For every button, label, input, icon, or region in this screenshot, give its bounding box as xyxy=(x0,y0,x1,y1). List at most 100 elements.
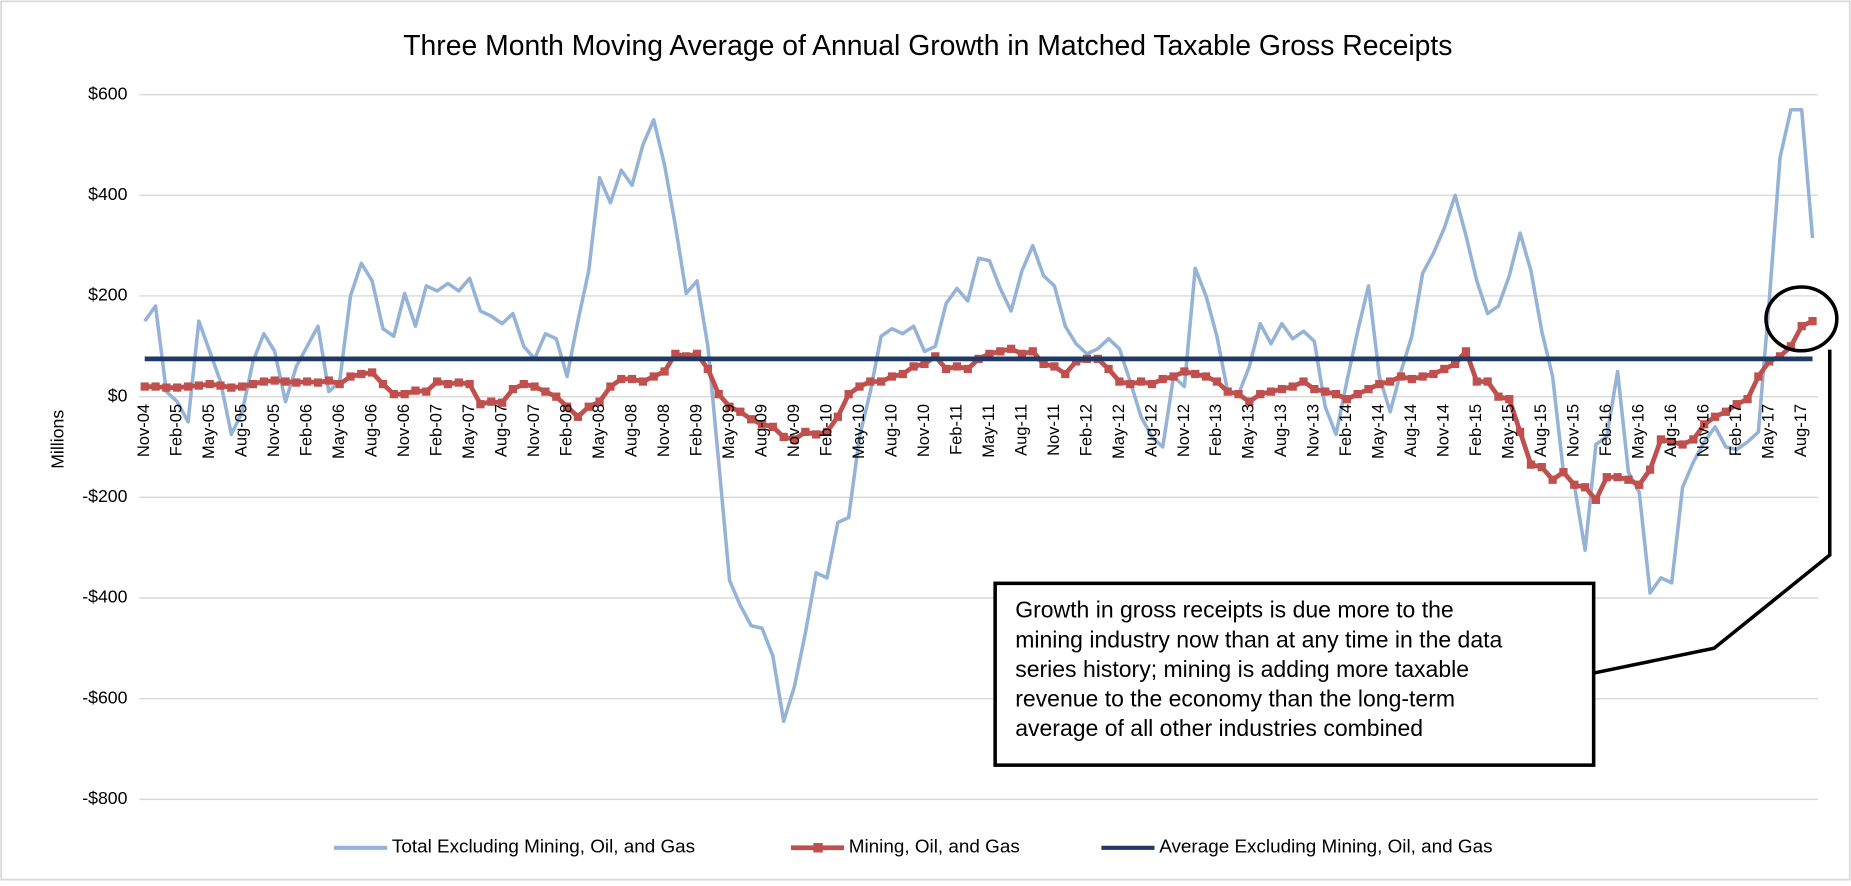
data-point xyxy=(378,379,388,389)
data-point xyxy=(1537,462,1546,472)
data-point xyxy=(259,377,268,386)
y-tick-label: -$400 xyxy=(82,587,127,607)
data-point xyxy=(368,368,377,377)
data-point xyxy=(1624,475,1633,484)
x-tick-label: Aug-15 xyxy=(1531,404,1550,457)
data-point xyxy=(682,352,691,361)
legend-label: Mining, Oil, and Gas xyxy=(849,837,1020,858)
data-point xyxy=(1645,465,1655,474)
data-point xyxy=(205,379,214,389)
x-tick-label: May-17 xyxy=(1759,404,1778,459)
annotation: Growth in gross receipts is due more to … xyxy=(1015,597,1502,741)
data-point xyxy=(1515,427,1525,437)
data-point xyxy=(736,407,745,416)
data-point xyxy=(963,364,972,374)
data-point xyxy=(703,364,713,374)
x-tick-label: Feb-12 xyxy=(1076,404,1095,456)
x-tick-label: Nov-16 xyxy=(1694,404,1713,457)
data-point xyxy=(1071,357,1081,366)
x-tick-label: Nov-07 xyxy=(524,404,543,457)
data-point xyxy=(1223,387,1232,396)
x-tick-label: Nov-04 xyxy=(134,404,153,457)
x-tick-label: Feb-16 xyxy=(1596,404,1615,456)
data-point xyxy=(1353,390,1362,399)
x-tick-label: May-16 xyxy=(1629,404,1648,459)
legend-marker xyxy=(813,843,823,853)
data-point xyxy=(1147,379,1157,389)
data-point xyxy=(714,390,723,399)
x-tick-label: Aug-11 xyxy=(1011,404,1030,456)
data-point xyxy=(1039,359,1048,369)
data-point xyxy=(1158,374,1167,384)
data-point xyxy=(216,381,225,390)
data-point xyxy=(194,381,203,390)
x-tick-label: Feb-17 xyxy=(1726,404,1745,456)
data-point xyxy=(1797,322,1806,331)
data-point xyxy=(866,377,875,386)
data-point xyxy=(1429,369,1438,379)
x-tick-label: Nov-12 xyxy=(1174,404,1193,457)
data-point xyxy=(454,378,463,387)
annotation-text: mining industry now than at any time in … xyxy=(1015,626,1502,652)
data-point xyxy=(1126,379,1135,389)
data-point xyxy=(1050,362,1059,371)
data-point xyxy=(530,382,539,391)
data-point xyxy=(1754,372,1763,381)
data-point xyxy=(281,377,290,386)
x-tick-label: Nov-06 xyxy=(394,404,413,457)
data-point xyxy=(1505,395,1514,404)
data-point xyxy=(1245,397,1254,406)
data-point xyxy=(1613,473,1622,482)
data-point xyxy=(822,427,832,437)
x-tick-label: Feb-11 xyxy=(946,404,965,455)
x-tick-label: Aug-06 xyxy=(362,404,381,457)
grid: -$800 -$600 -$400 -$200 $0 $200 $400 $600 xyxy=(82,83,1818,808)
annotation-box xyxy=(993,581,1596,767)
y-tick-label: -$600 xyxy=(82,687,127,707)
data-point xyxy=(497,398,507,407)
x-tick-label: May-13 xyxy=(1239,404,1258,459)
data-point xyxy=(1342,395,1351,404)
x-tick-label: Feb-08 xyxy=(556,404,575,456)
data-point xyxy=(909,362,918,371)
data-point xyxy=(422,387,431,396)
data-point xyxy=(476,400,485,409)
data-point xyxy=(985,349,994,358)
x-tick-label: Nov-14 xyxy=(1434,404,1453,457)
x-tick-label: Feb-09 xyxy=(686,404,705,456)
x-tick-label: May-07 xyxy=(459,404,478,459)
data-point xyxy=(1396,372,1406,381)
x-tick-label: Aug-08 xyxy=(621,404,640,457)
data-point xyxy=(1331,390,1341,399)
data-point xyxy=(1288,382,1297,391)
y-tick-label: $200 xyxy=(88,285,128,305)
data-point xyxy=(1602,473,1611,482)
x-axis: Nov-04 Feb-05 May-05 Aug-05 Nov-05 Feb-06 May-… xyxy=(134,404,1810,459)
x-tick-label: Nov-08 xyxy=(654,404,673,457)
data-point xyxy=(1743,395,1752,404)
x-tick-label: Feb-07 xyxy=(426,404,445,456)
data-point xyxy=(1115,377,1124,386)
x-tick-label: Feb-14 xyxy=(1336,404,1355,456)
data-point xyxy=(1570,480,1579,489)
data-point xyxy=(931,352,940,361)
callout-line xyxy=(1593,349,1832,675)
x-tick-label: Feb-13 xyxy=(1206,404,1225,456)
highlight-circle xyxy=(1764,285,1839,353)
x-tick-label: May-10 xyxy=(849,404,868,459)
data-point xyxy=(1689,435,1698,444)
y-tick-label: $400 xyxy=(88,184,128,204)
x-tick-label: Feb-10 xyxy=(816,404,835,456)
data-point xyxy=(541,387,550,396)
x-tick-label: Aug-10 xyxy=(881,404,900,457)
series-line xyxy=(143,107,1815,724)
data-point xyxy=(573,412,583,421)
data-point xyxy=(1678,440,1687,449)
data-point xyxy=(1440,364,1449,374)
data-point xyxy=(1169,372,1178,381)
x-tick-label: Aug-17 xyxy=(1791,404,1810,457)
data-point xyxy=(1494,392,1503,401)
data-point xyxy=(1732,400,1741,409)
annotation-text: series history; mining is adding more ta… xyxy=(1015,656,1469,682)
